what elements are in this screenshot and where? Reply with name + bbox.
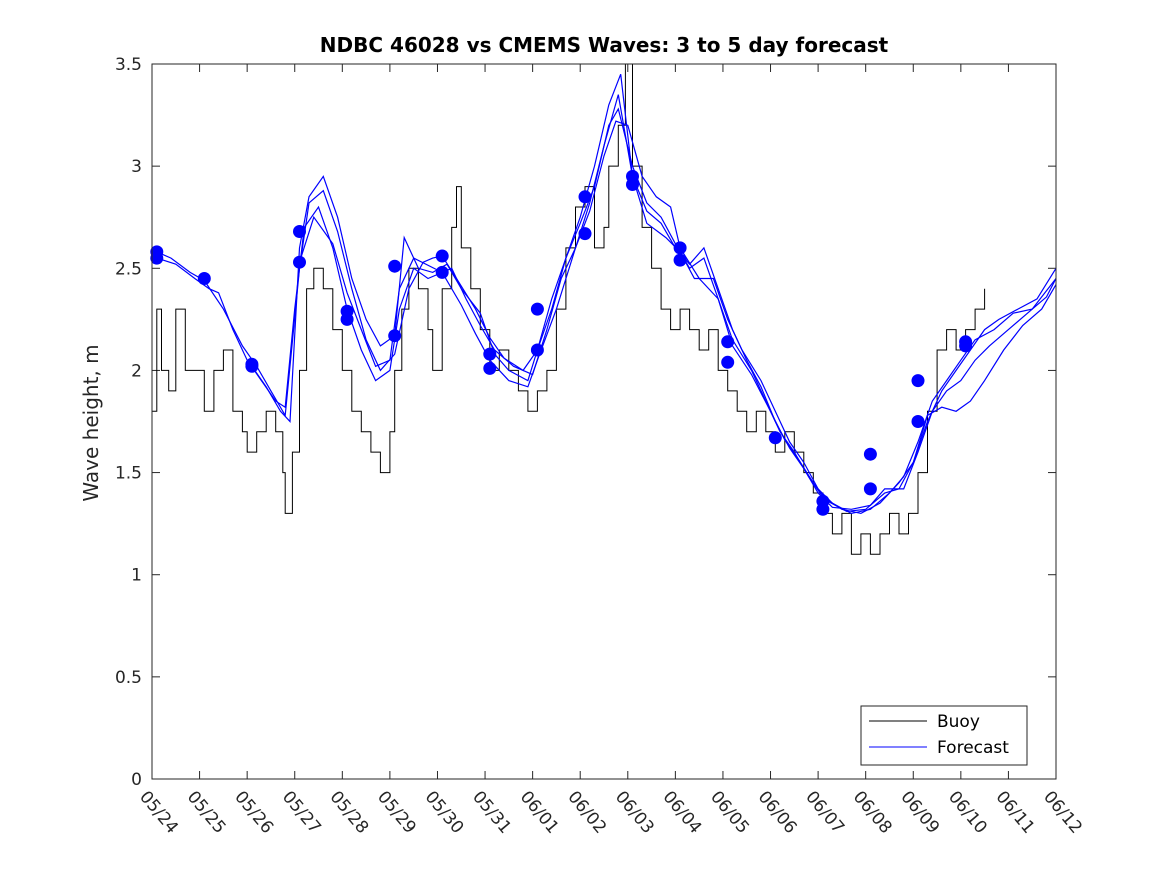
- forecast-marker: [388, 259, 402, 273]
- forecast-marker: [388, 329, 402, 343]
- legend-label-forecast: Forecast: [937, 738, 1009, 758]
- forecast-marker: [435, 265, 449, 279]
- forecast-series: [156, 73, 1057, 515]
- y-tick-label: 2.5: [115, 259, 142, 279]
- forecast-marker: [483, 347, 497, 361]
- forecast-marker: [816, 502, 830, 516]
- forecast-marker: [911, 415, 925, 428]
- legend-box: [860, 705, 1028, 766]
- forecast-marker: [673, 241, 687, 255]
- forecast-marker: [673, 253, 687, 267]
- forecast-marker: [863, 447, 877, 461]
- forecast-marker: [197, 272, 211, 285]
- forecast-marker: [340, 312, 354, 326]
- forecast-markers: [150, 169, 973, 516]
- legend-label-buoy: Buoy: [937, 712, 980, 732]
- y-tick-label: 3: [131, 157, 142, 177]
- forecast-marker: [245, 359, 259, 373]
- forecast-marker: [626, 178, 639, 191]
- y-tick-label: 0.5: [115, 668, 142, 688]
- y-tick-label: 1.5: [115, 464, 142, 484]
- forecast-marker: [483, 361, 497, 375]
- forecast-marker: [911, 374, 925, 388]
- forecast-marker: [721, 355, 735, 369]
- y-tick-label: 0: [131, 770, 142, 790]
- forecast-marker: [293, 225, 306, 238]
- forecast-marker: [435, 249, 449, 263]
- forecast-marker: [768, 431, 782, 445]
- forecast-marker: [293, 255, 306, 269]
- forecast-marker: [578, 227, 592, 241]
- y-tick-label: 1: [131, 566, 142, 586]
- forecast-line: [298, 120, 1057, 513]
- forecast-marker: [530, 343, 544, 357]
- y-axis-ticks: 0 0.5 1 1.5 2 2.5 3 3.5: [115, 55, 1056, 790]
- forecast-marker: [150, 251, 164, 265]
- y-tick-label: 2: [131, 361, 142, 381]
- forecast-marker: [721, 335, 735, 349]
- y-axis-label: Wave height, m: [79, 344, 103, 501]
- chart-title: NDBC 46028 vs CMEMS Waves: 3 to 5 day fo…: [320, 33, 889, 57]
- plot-area: [152, 64, 1056, 779]
- buoy-line: [152, 63, 986, 555]
- forecast-marker: [959, 339, 973, 353]
- plot-frame: [151, 63, 1057, 780]
- buoy-series: [152, 63, 986, 555]
- y-tick-label: 3.5: [115, 55, 142, 75]
- legend: Buoy Forecast: [860, 705, 1028, 766]
- forecast-marker: [578, 190, 592, 204]
- forecast-marker: [863, 482, 877, 496]
- forecast-marker: [530, 302, 544, 316]
